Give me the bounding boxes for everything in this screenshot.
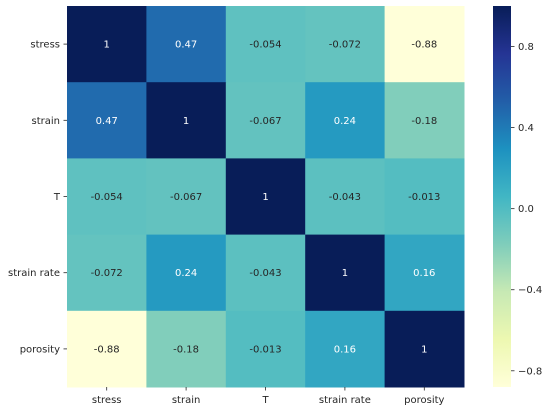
- x-tick-label: porosity: [404, 395, 444, 406]
- heatmap-cell: [146, 310, 227, 388]
- y-tick-label: porosity: [20, 344, 60, 355]
- cell-value-label: -0.043: [329, 192, 361, 203]
- cell-value-label: -0.043: [249, 268, 281, 279]
- heatmap-cell: [384, 310, 465, 388]
- heatmap-cell-labels: 1 0.47 -0.054 -0.072 -0.88 0.47 1 -0.067 0.24 -0.…: [91, 40, 441, 356]
- heatmap-cell: [146, 158, 227, 236]
- heatmap-cell: [305, 158, 386, 236]
- heatmap-cell: [225, 6, 306, 83]
- heatmap-cell: [384, 158, 465, 236]
- y-tick-label: strain: [32, 116, 61, 127]
- heatmap-cell: [67, 82, 147, 159]
- heatmap-cell: [305, 234, 386, 312]
- colorbar-tick-label: −0.4: [518, 285, 542, 296]
- heatmap-cell: [305, 82, 386, 159]
- colorbar-tick-label: 0.4: [518, 123, 534, 134]
- cell-value-label: -0.054: [91, 192, 123, 203]
- x-tick-label: T: [261, 395, 269, 406]
- cell-value-label: -0.072: [329, 40, 361, 51]
- y-tick-label: T: [53, 192, 61, 203]
- cell-value-label: 0.24: [175, 268, 197, 279]
- cell-value-label: 0.16: [334, 344, 356, 355]
- cell-value-label: 0.16: [413, 268, 435, 279]
- x-tick-label: strain rate: [319, 395, 371, 406]
- cell-value-label: -0.88: [94, 344, 120, 355]
- colorbar-tick-label: 0.8: [518, 42, 534, 53]
- heatmap-cell: [225, 310, 306, 388]
- cell-value-label: -0.18: [173, 344, 199, 355]
- cell-value-label: -0.18: [411, 116, 437, 127]
- colorbar-scale: [493, 6, 511, 387]
- cell-value-label: -0.072: [91, 268, 123, 279]
- cell-value-label: -0.054: [249, 40, 281, 51]
- cell-value-label: 1: [421, 344, 427, 355]
- cell-value-label: 1: [342, 268, 348, 279]
- cell-value-label: 1: [183, 116, 189, 127]
- cell-value-label: 0.24: [334, 116, 356, 127]
- cell-value-label: -0.013: [408, 192, 440, 203]
- cell-value-label: -0.013: [249, 344, 281, 355]
- heatmap-cell: [146, 6, 227, 83]
- heatmap-cell: [225, 82, 306, 159]
- heatmap-cell: [146, 234, 227, 312]
- heatmap-cells: [67, 6, 465, 388]
- heatmap-cell: [384, 82, 465, 159]
- cell-value-label: -0.067: [170, 192, 202, 203]
- cell-value-label: -0.067: [249, 116, 281, 127]
- y-tick-label: stress: [30, 40, 60, 51]
- heatmap-cell: [384, 234, 465, 312]
- heatmap-cell: [384, 6, 465, 83]
- y-tick-label: strain rate: [8, 268, 60, 279]
- colorbar-ticks: 0.8 0.4 0.0 −0.4 −0.8: [511, 42, 542, 377]
- heatmap-cell: [67, 158, 147, 236]
- colorbar: 0.8 0.4 0.0 −0.4 −0.8: [493, 6, 542, 387]
- colorbar-tick-label: 0.0: [518, 204, 534, 215]
- heatmap-cell: [225, 158, 306, 236]
- cell-value-label: 0.47: [175, 40, 197, 51]
- colorbar-tick-label: −0.8: [518, 366, 542, 377]
- heatmap-cell: [146, 82, 227, 159]
- heatmap-cell: [225, 234, 306, 312]
- cell-value-label: 1: [104, 40, 110, 51]
- heatmap-cell: [67, 6, 147, 83]
- heatmap-cell: [305, 310, 386, 388]
- cell-value-label: 0.47: [96, 116, 118, 127]
- cell-value-label: -0.88: [411, 40, 437, 51]
- heatmap-cell: [67, 234, 147, 312]
- cell-value-label: 1: [262, 192, 268, 203]
- heatmap-cell: [67, 310, 147, 388]
- x-tick-label: stress: [92, 395, 122, 406]
- x-tick-label: strain: [172, 395, 201, 406]
- heatmap-cell: [305, 6, 386, 83]
